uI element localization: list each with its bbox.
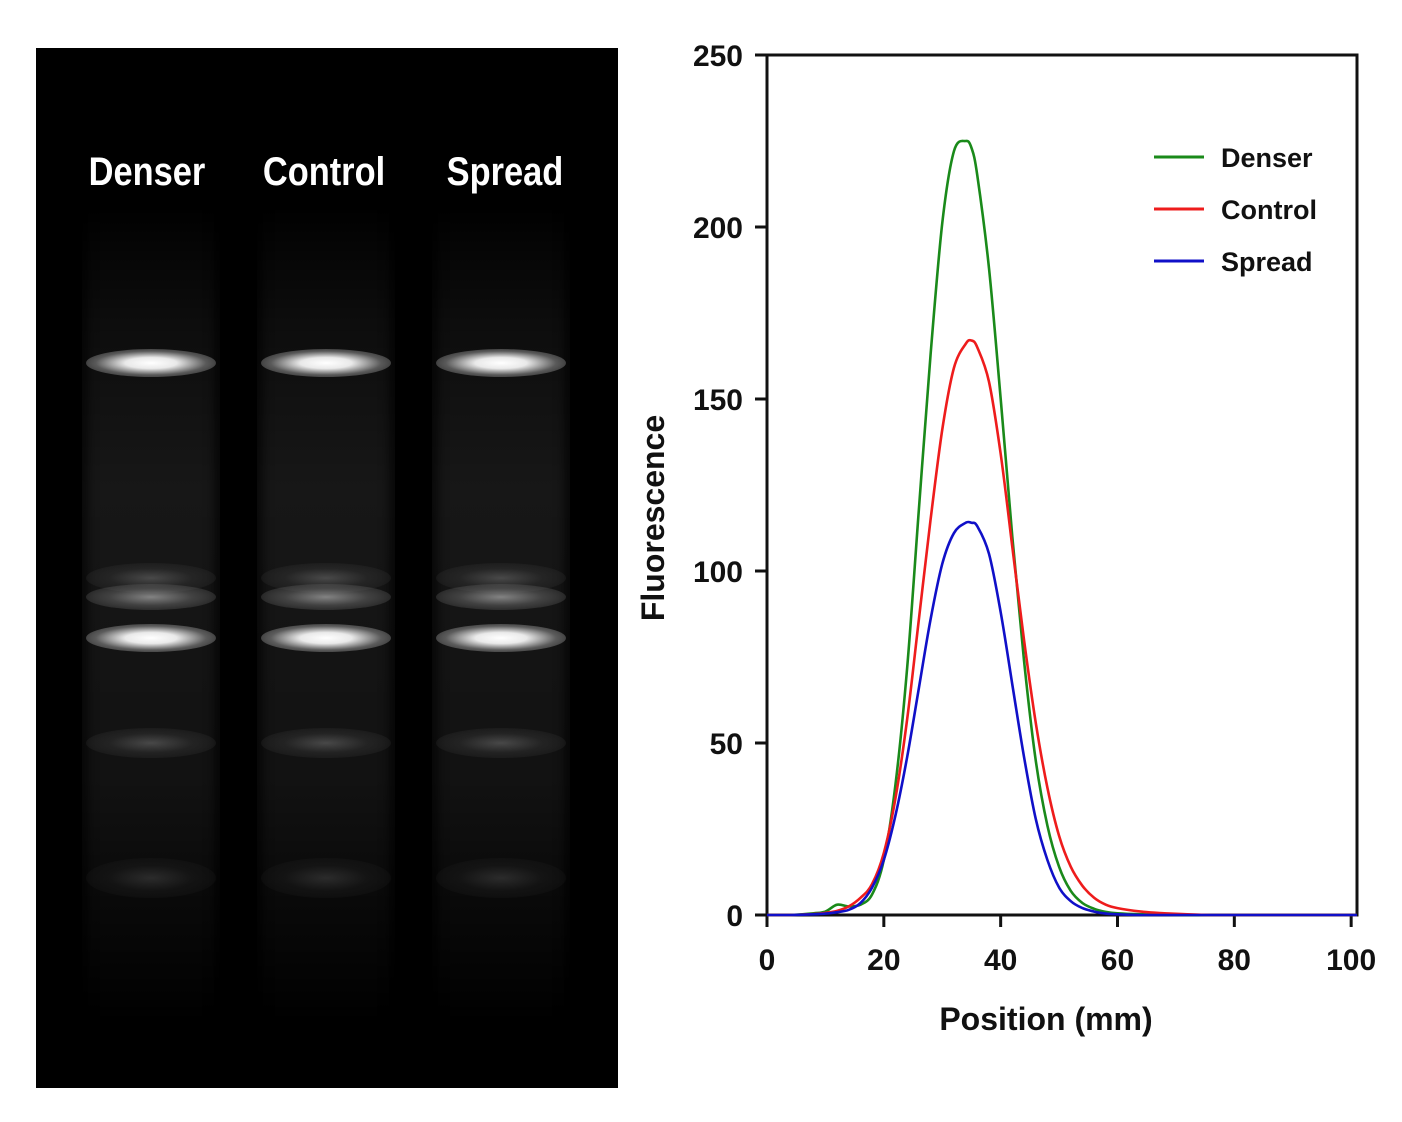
x-tick-label: 40 [984, 944, 1017, 977]
gel-band [261, 624, 391, 652]
legend-label-denser: Denser [1221, 143, 1313, 173]
y-tick-label: 0 [726, 900, 743, 933]
gel-lane-denser [82, 48, 220, 1088]
gel-band [261, 349, 391, 377]
y-tick-label: 100 [693, 556, 743, 589]
x-axis-label: Position (mm) [939, 1001, 1152, 1037]
gel-band [261, 584, 391, 610]
chart-legend: Denser Control Spread [1154, 143, 1317, 277]
chart-series [767, 139, 1357, 917]
legend-label-spread: Spread [1221, 247, 1313, 277]
series-line-spread [767, 520, 1357, 917]
lane-label-control: Control [262, 150, 386, 194]
gel-band [86, 728, 216, 758]
gel-band [436, 584, 566, 610]
gel-band [436, 858, 566, 898]
gel-lane-control [257, 48, 395, 1088]
series-line-control [767, 338, 1357, 917]
y-tick-label: 50 [710, 728, 743, 761]
x-tick-label: 0 [759, 944, 776, 977]
y-tick-label: 200 [693, 212, 743, 245]
y-tick-label: 250 [693, 40, 743, 73]
x-tick-label: 60 [1101, 944, 1134, 977]
x-tick-label: 100 [1326, 944, 1376, 977]
chart-axes [765, 53, 1359, 917]
chart-ticks: 0 20 40 60 80 100 0 50 100 150 200 250 [693, 40, 1376, 977]
y-tick-label: 150 [693, 384, 743, 417]
gel-lane-spread [432, 48, 570, 1088]
gel-band [86, 624, 216, 652]
gel-band [436, 624, 566, 652]
gel-image: Denser Control Spread [36, 48, 618, 1088]
gel-band [86, 858, 216, 898]
gel-band [261, 728, 391, 758]
x-tick-label: 20 [867, 944, 900, 977]
plot-frame [765, 53, 1359, 917]
lane-label-denser: Denser [88, 150, 206, 194]
gel-band [261, 858, 391, 898]
gel-band [436, 728, 566, 758]
gel-band [86, 584, 216, 610]
legend-label-control: Control [1221, 195, 1317, 225]
x-tick-label: 80 [1218, 944, 1251, 977]
lane-label-spread: Spread [446, 150, 564, 194]
y-axis-label: Fluorescence [635, 415, 671, 621]
gel-band [436, 349, 566, 377]
gel-band [86, 349, 216, 377]
